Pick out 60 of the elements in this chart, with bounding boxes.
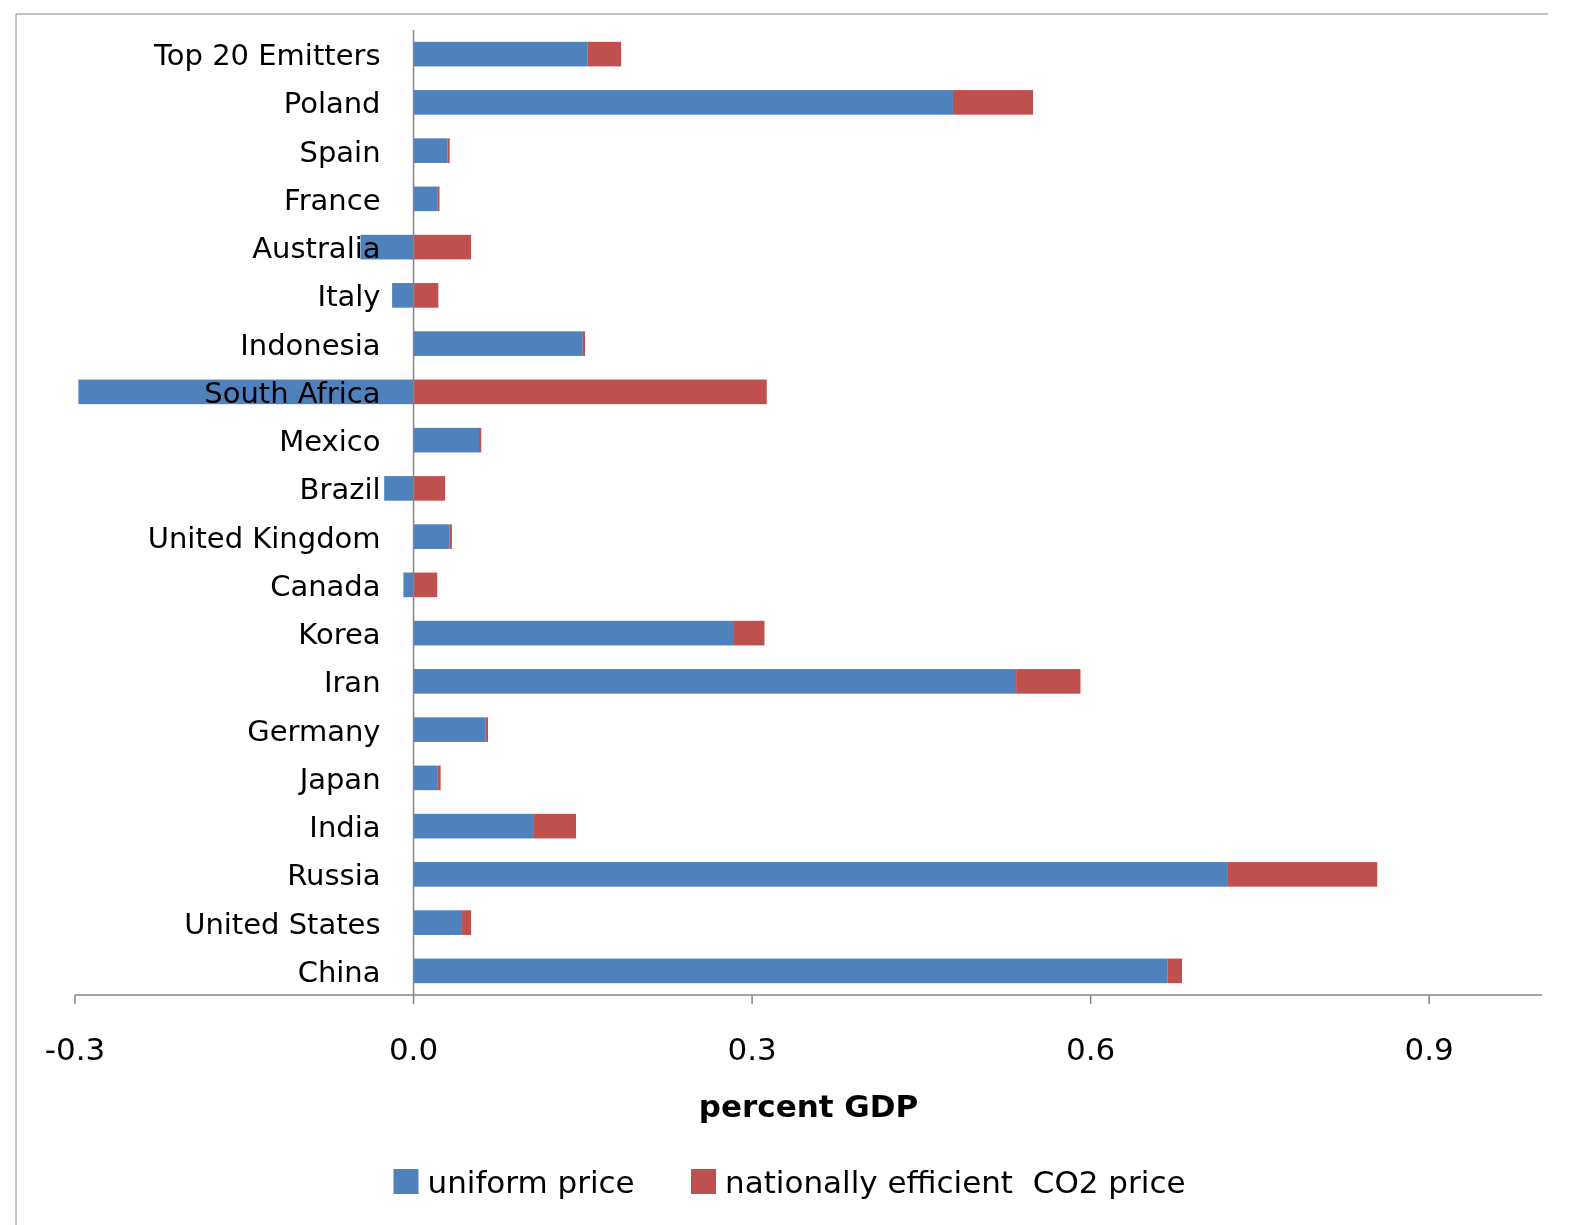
- x-tick-label: 0.0: [388, 1031, 439, 1067]
- y-tick-label: Spain: [299, 134, 381, 169]
- x-tick-label: 0.6: [1065, 1031, 1116, 1067]
- y-tick-label: Italy: [317, 279, 381, 314]
- bar: [413, 186, 438, 212]
- y-tick-label: India: [309, 810, 381, 845]
- bar: [413, 958, 1168, 984]
- bar: [413, 572, 438, 598]
- y-tick-label: United States: [184, 906, 381, 941]
- bar: [413, 910, 463, 935]
- legend-label: uniform price: [427, 1164, 635, 1200]
- bar: [1227, 862, 1378, 887]
- bar: [413, 427, 479, 453]
- y-tick-label: Germany: [247, 713, 381, 748]
- bar: [413, 234, 472, 260]
- bar: [413, 476, 446, 501]
- y-tick-label: Mexico: [279, 424, 381, 459]
- y-tick-label: France: [284, 182, 381, 217]
- y-tick-label: Poland: [283, 86, 381, 121]
- y-tick-label: China: [297, 954, 381, 989]
- bar: [533, 813, 577, 839]
- bar: [413, 717, 486, 742]
- bar: [384, 476, 414, 501]
- legend-label: nationally efficient CO2 price: [725, 1164, 1186, 1200]
- bar: [1167, 958, 1183, 984]
- bar: [413, 138, 448, 163]
- bar: [413, 524, 450, 549]
- x-axis-title: percent GDP: [698, 1088, 919, 1124]
- bar: [447, 138, 450, 163]
- x-tick-label: 0.9: [1404, 1031, 1454, 1067]
- bar: [413, 669, 1017, 694]
- bar: [437, 765, 441, 791]
- y-tick-label: Canada: [270, 568, 381, 603]
- y-tick-label: United Kingdom: [147, 520, 381, 555]
- bar: [413, 90, 953, 115]
- bar: [734, 620, 765, 646]
- y-tick-label: Japan: [297, 761, 381, 796]
- y-tick-label: Korea: [298, 617, 381, 652]
- bar: [413, 379, 767, 405]
- y-tick-label: South Africa: [204, 375, 381, 410]
- bar: [413, 331, 583, 356]
- y-tick-label: Indonesia: [240, 327, 381, 362]
- bar: [462, 910, 472, 935]
- x-tick-label: -0.3: [44, 1031, 106, 1067]
- bar: [413, 813, 534, 839]
- bar: [952, 90, 1034, 115]
- bar: [413, 41, 588, 67]
- bar: [413, 620, 735, 646]
- y-tick-label: Top 20 Emitters: [153, 38, 381, 73]
- bar: [587, 41, 622, 67]
- bar: [413, 862, 1228, 887]
- y-tick-label: Russia: [287, 858, 381, 893]
- bar: [403, 572, 414, 598]
- y-tick-label: Brazil: [299, 472, 381, 507]
- x-tick-label: 0.3: [727, 1031, 777, 1067]
- y-tick-label: Iran: [323, 665, 381, 700]
- bar: [1016, 669, 1081, 694]
- bar: [413, 283, 439, 308]
- bar: [413, 765, 438, 791]
- bar: [392, 283, 414, 308]
